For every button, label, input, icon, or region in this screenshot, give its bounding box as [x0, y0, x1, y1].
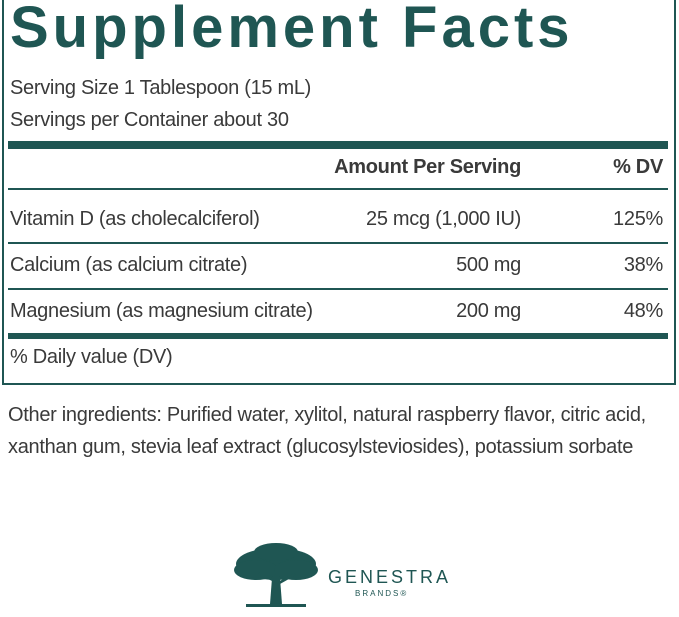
rule	[8, 242, 668, 244]
amount: 25 mcg (1,000 IU)	[366, 208, 521, 230]
dv: 38%	[623, 254, 663, 276]
header-amount: Amount Per Serving	[334, 156, 521, 178]
title: Supplement Facts	[10, 0, 574, 60]
nutrient: Magnesium (as magnesium citrate)	[10, 300, 313, 322]
dv: 48%	[623, 300, 663, 322]
amount: 200 mg	[456, 300, 521, 322]
thick-rule	[8, 333, 668, 339]
thick-rule	[8, 141, 668, 149]
nutrient: Vitamin D (as cholecalciferol)	[10, 208, 260, 230]
rule	[8, 288, 668, 290]
rule	[8, 188, 668, 190]
label-box	[2, 0, 676, 385]
footnote: % Daily value (DV)	[10, 346, 173, 368]
servings-per-container: Servings per Container about 30	[10, 109, 289, 131]
header-dv: % DV	[613, 156, 663, 178]
serving-size: Serving Size 1 Tablespoon (15 mL)	[10, 77, 312, 99]
brand-logo	[234, 543, 318, 607]
amount: 500 mg	[456, 254, 521, 276]
brand-name: GENESTRA	[328, 567, 452, 587]
other-ingredients: Other ingredients: Purified water, xylit…	[8, 404, 646, 458]
dv: 125%	[613, 208, 663, 230]
brand-sub: BRANDS®	[355, 589, 409, 598]
nutrient: Calcium (as calcium citrate)	[10, 254, 248, 276]
